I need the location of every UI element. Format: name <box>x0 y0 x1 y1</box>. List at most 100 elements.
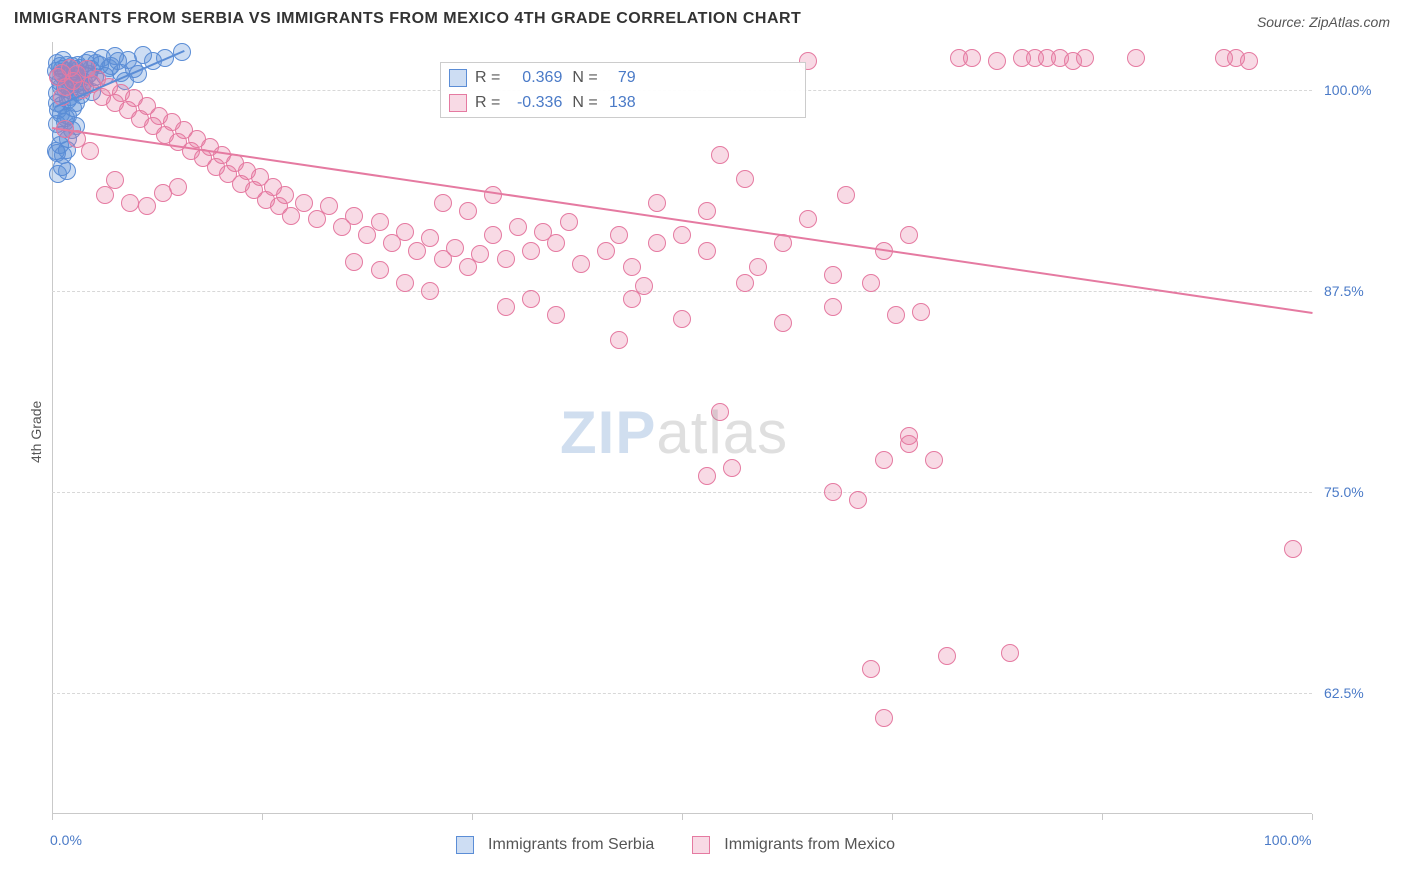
series-swatch <box>449 69 467 87</box>
data-point <box>138 197 156 215</box>
legend: Immigrants from Serbia Immigrants from Me… <box>448 836 895 854</box>
data-point <box>547 234 565 252</box>
y-tick-label: 87.5% <box>1324 283 1364 299</box>
legend-label: Immigrants from Mexico <box>724 836 895 854</box>
x-tick <box>262 814 263 820</box>
stats-row: R =0.369 N = 79 <box>441 69 805 87</box>
data-point <box>371 261 389 279</box>
data-point <box>1076 49 1094 67</box>
data-point <box>1240 52 1258 70</box>
data-point <box>81 142 99 160</box>
data-point <box>121 194 139 212</box>
data-point <box>471 245 489 263</box>
data-point <box>887 306 905 324</box>
stats-n-label: N = <box>572 94 597 112</box>
plot-area: 62.5%75.0%87.5%100.0%0.0%100.0% <box>52 42 1312 814</box>
data-point <box>723 459 741 477</box>
data-point <box>988 52 1006 70</box>
data-point <box>345 207 363 225</box>
data-point <box>849 491 867 509</box>
x-tick <box>472 814 473 820</box>
data-point <box>421 282 439 300</box>
data-point <box>925 451 943 469</box>
data-point <box>912 303 930 321</box>
data-point <box>396 274 414 292</box>
data-point <box>824 483 842 501</box>
data-point <box>1001 644 1019 662</box>
data-point <box>862 660 880 678</box>
data-point <box>635 277 653 295</box>
data-point <box>169 178 187 196</box>
data-point <box>522 242 540 260</box>
data-point <box>698 202 716 220</box>
gridline <box>52 492 1312 493</box>
data-point <box>421 229 439 247</box>
data-point <box>837 186 855 204</box>
y-axis-label: 4th Grade <box>28 401 44 463</box>
x-tick <box>1312 814 1313 820</box>
data-point <box>900 435 918 453</box>
legend-item: Immigrants from Serbia <box>448 836 654 854</box>
data-point <box>459 202 477 220</box>
series-swatch <box>456 836 474 854</box>
gridline <box>52 693 1312 694</box>
data-point <box>862 274 880 292</box>
data-point <box>396 223 414 241</box>
data-point <box>875 451 893 469</box>
data-point <box>497 250 515 268</box>
x-tick-label: 100.0% <box>1264 832 1311 848</box>
data-point <box>58 162 76 180</box>
data-point <box>572 255 590 273</box>
data-point <box>736 170 754 188</box>
stats-r-label: R = <box>475 69 500 87</box>
stats-n-label: N = <box>572 69 597 87</box>
stats-box: R =0.369 N = 79 R =-0.336 N = 138 <box>440 62 806 118</box>
chart-title: IMMIGRANTS FROM SERBIA VS IMMIGRANTS FRO… <box>14 10 801 28</box>
data-point <box>673 310 691 328</box>
data-point <box>106 171 124 189</box>
y-tick-label: 75.0% <box>1324 484 1364 500</box>
data-point <box>48 144 66 162</box>
gridline <box>52 291 1312 292</box>
data-point <box>749 258 767 276</box>
x-tick <box>682 814 683 820</box>
data-point <box>547 306 565 324</box>
x-tick <box>1102 814 1103 820</box>
x-tick <box>52 814 53 820</box>
data-point <box>648 194 666 212</box>
data-point <box>345 253 363 271</box>
data-point <box>497 298 515 316</box>
data-point <box>698 467 716 485</box>
data-point <box>1127 49 1145 67</box>
data-point <box>736 274 754 292</box>
stats-r-value: 0.369 <box>504 69 562 87</box>
data-point <box>623 258 641 276</box>
y-tick-label: 62.5% <box>1324 685 1364 701</box>
data-point <box>698 242 716 260</box>
legend-item: Immigrants from Mexico <box>684 836 895 854</box>
data-point <box>774 314 792 332</box>
y-tick-label: 100.0% <box>1324 82 1371 98</box>
data-point <box>673 226 691 244</box>
stats-r-value: -0.336 <box>504 94 562 112</box>
data-point <box>711 146 729 164</box>
stats-r-label: R = <box>475 94 500 112</box>
stats-n-value: 138 <box>602 94 636 112</box>
data-point <box>900 226 918 244</box>
data-point <box>711 403 729 421</box>
source-citation: Source: ZipAtlas.com <box>1257 14 1390 30</box>
x-tick-label: 0.0% <box>50 832 82 848</box>
data-point <box>610 226 628 244</box>
stats-n-value: 79 <box>602 69 636 87</box>
data-point <box>824 266 842 284</box>
data-point <box>446 239 464 257</box>
data-point <box>963 49 981 67</box>
data-point <box>610 331 628 349</box>
series-swatch <box>692 836 710 854</box>
data-point <box>1284 540 1302 558</box>
data-point <box>509 218 527 236</box>
data-point <box>875 709 893 727</box>
data-point <box>938 647 956 665</box>
x-tick <box>892 814 893 820</box>
data-point <box>560 213 578 231</box>
